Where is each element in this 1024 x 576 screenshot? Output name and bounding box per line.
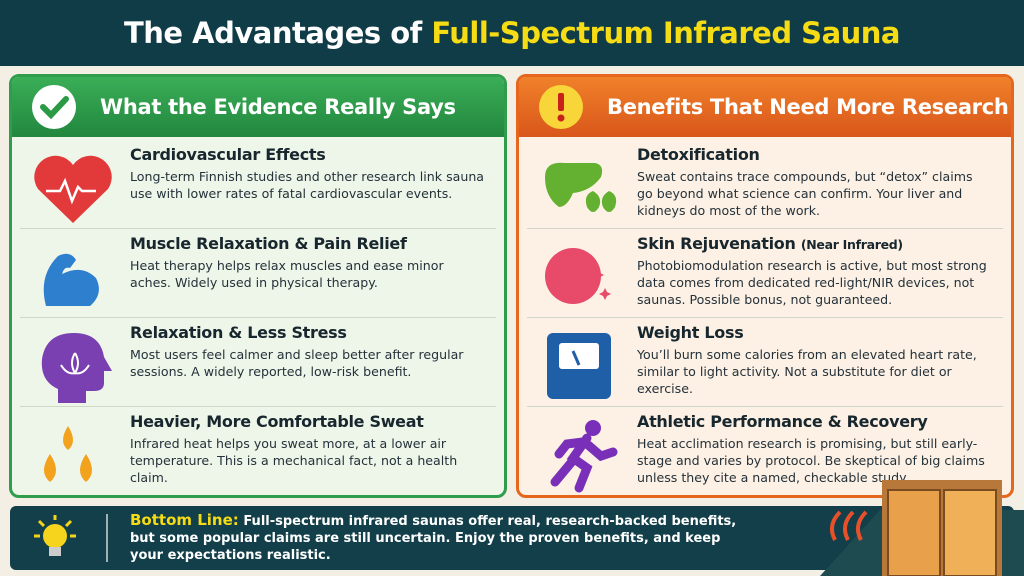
item-title-text: Cardiovascular Effects: [130, 145, 326, 164]
item-title-text: Athletic Performance & Recovery: [637, 412, 928, 431]
sauna-illustration: [820, 480, 1024, 576]
item-icon: [34, 155, 112, 223]
item-title: Athletic Performance & Recovery: [637, 412, 928, 431]
item-note: (Near Infrared): [800, 237, 903, 252]
item-title: Muscle Relaxation & Pain Relief: [130, 234, 407, 253]
item-title: Relaxation & Less Stress: [130, 323, 347, 342]
item-title: Detoxification: [637, 145, 760, 164]
item-title-text: Relaxation & Less Stress: [130, 323, 347, 342]
item-title: Cardiovascular Effects: [130, 145, 326, 164]
bulb-icon: [34, 515, 76, 556]
item: Muscle Relaxation & Pain Relief Heat ther…: [20, 230, 496, 318]
panel-header: What the Evidence Really Says: [12, 77, 504, 137]
item: Skin Rejuvenation (Near Infrared) Photobi…: [527, 230, 1003, 318]
header: The Advantages of Full-Spectrum Infrared…: [0, 0, 1024, 66]
item-text: Infrared heat helps you sweat more, at a…: [130, 436, 458, 485]
item-title-text: Weight Loss: [637, 323, 744, 342]
item-text: Photobiomodulation research is active, b…: [637, 258, 987, 307]
item-text: Long-term Finnish studies and other rese…: [130, 169, 485, 201]
bottom-body: Full-spectrum infrared saunas offer real…: [130, 514, 737, 563]
panel-title: What the Evidence Really Says: [100, 95, 456, 119]
item-title: Weight Loss: [637, 323, 744, 342]
item-title: Skin Rejuvenation (Near Infrared): [637, 234, 903, 253]
item-text: You’ll burn some calories from an elevat…: [637, 347, 977, 396]
item-text: Heat acclimation research is promising, …: [637, 436, 985, 485]
check-icon: [32, 85, 76, 129]
item-icon: [550, 420, 618, 493]
item-icon: [545, 248, 611, 304]
item-title-text: Skin Rejuvenation: [637, 234, 796, 253]
warning-icon: [539, 85, 583, 129]
panel-title: Benefits That Need More Research: [607, 95, 1009, 119]
item-text: Heat therapy helps relax muscles and eas…: [130, 258, 444, 290]
item-text: Most users feel calmer and sleep better …: [130, 347, 464, 379]
item-text: Sweat contains trace compounds, but “det…: [637, 169, 973, 218]
item-title-text: Heavier, More Comfortable Sweat: [130, 412, 424, 431]
item-icon: [44, 426, 92, 482]
panel-header: Benefits That Need More Research: [519, 77, 1011, 137]
item-title: Heavier, More Comfortable Sweat: [130, 412, 424, 431]
item-title-text: Muscle Relaxation & Pain Relief: [130, 234, 407, 253]
item: Heavier, More Comfortable Sweat Infrared …: [20, 408, 496, 495]
item: Detoxification Sweat contains trace compo…: [527, 141, 1003, 229]
evidence-panel: What the Evidence Really Says Cardiovasc…: [9, 74, 507, 498]
bottom-label: Bottom Line:: [130, 511, 239, 529]
item: Relaxation & Less Stress Most users feel …: [20, 319, 496, 407]
item-icon: [547, 333, 611, 399]
item-icon: [41, 333, 112, 403]
bottom-text: Bottom Line: Full-spectrum infrared saun…: [130, 512, 740, 564]
title-highlight: Full-Spectrum Infrared Sauna: [431, 16, 900, 50]
separator: [106, 514, 108, 562]
title: The Advantages of: [123, 16, 422, 50]
item: Weight Loss You’ll burn some calories fro…: [527, 319, 1003, 407]
item-title-text: Detoxification: [637, 145, 760, 164]
item: Cardiovascular Effects Long-term Finnish …: [20, 141, 496, 229]
item-icon: [545, 162, 617, 212]
item-icon: [43, 253, 99, 306]
item: Athletic Performance & Recovery Heat accl…: [527, 408, 1003, 495]
research-panel: Benefits That Need More Research Detoxif…: [516, 74, 1014, 498]
